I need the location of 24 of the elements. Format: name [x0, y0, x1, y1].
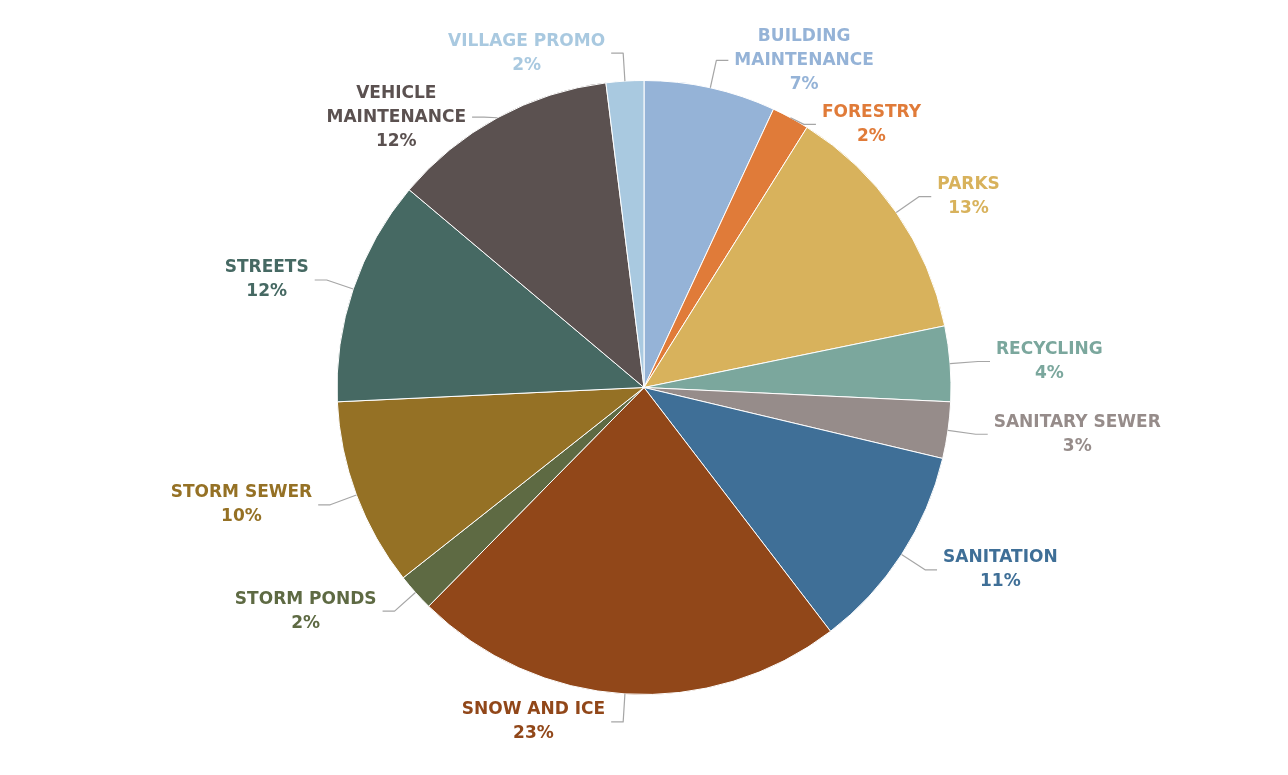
data-label: 4%	[1034, 361, 1064, 382]
data-label: 2%	[512, 53, 542, 74]
slice-label: SANITARY SEWER	[993, 410, 1161, 431]
slice-label: SNOW AND ICE	[461, 698, 606, 719]
slice-label: RECYCLING	[995, 337, 1103, 358]
slice-label: STORM SEWER	[170, 481, 313, 502]
slice-label: PARKS	[937, 172, 1000, 193]
data-label: 2%	[291, 611, 321, 632]
data-label: 11%	[980, 570, 1021, 591]
slice-label: STORM PONDS	[234, 587, 377, 608]
data-label: 12%	[246, 280, 288, 301]
slice-label: BUILDING MAINTENANCE	[734, 24, 874, 69]
data-label: 3%	[1062, 434, 1092, 455]
slice-label: STREETS	[224, 256, 309, 277]
slice-label: FORESTRY	[821, 100, 922, 121]
data-label: 12%	[375, 129, 417, 150]
slice-label: VEHICLE MAINTENANCE	[326, 81, 467, 126]
data-label: 10%	[221, 505, 262, 526]
data-label: 23%	[513, 722, 554, 743]
slice-label: SANITATION	[943, 546, 1058, 567]
slice-label: VILLAGE PROMO	[448, 29, 606, 50]
data-label: 13%	[948, 196, 989, 217]
data-label: 7%	[789, 72, 819, 93]
data-label: 2%	[857, 124, 886, 145]
